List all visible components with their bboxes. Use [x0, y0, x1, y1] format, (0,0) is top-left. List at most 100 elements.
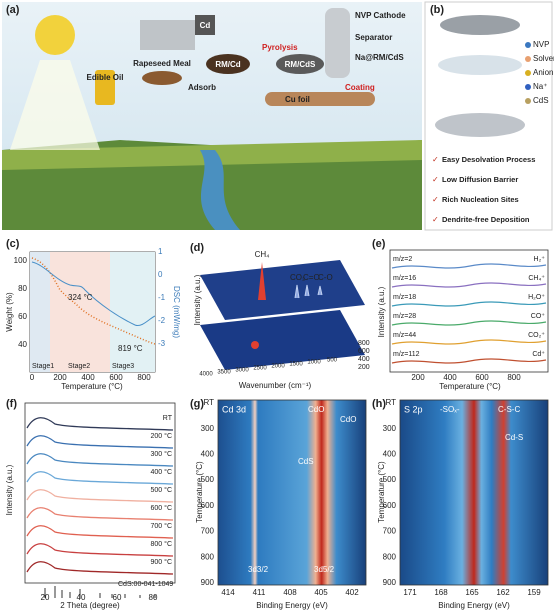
- legend-swatch: [525, 56, 531, 62]
- axis-label: Temperature (°C): [439, 382, 501, 391]
- tick-label: 200: [53, 373, 67, 382]
- hotspot: [251, 341, 259, 349]
- label: 3d5/2: [314, 565, 335, 574]
- check: ✓: [432, 215, 439, 224]
- plot-frame: [217, 399, 367, 586]
- reference-sticks: [44, 586, 156, 598]
- tick-label: 414: [221, 588, 235, 597]
- peak: [258, 262, 266, 300]
- tick-label: 80: [149, 593, 158, 602]
- curve-label: RT: [163, 415, 173, 422]
- curve-label: 600 °C: [151, 504, 172, 512]
- tick-label: 0: [158, 270, 163, 279]
- axis-label: Intensity (a.u.): [377, 286, 386, 337]
- curve-label: 200 °C: [151, 432, 172, 440]
- xrd-curve: [26, 525, 174, 539]
- tick-label: -3: [158, 339, 166, 348]
- tick-label: 300: [201, 424, 215, 433]
- panel-d: (d) CH₄ CO₂ C=O C-O Intensity (a.u.) Wav…: [190, 242, 365, 390]
- tick-label: RT: [385, 398, 396, 407]
- panel-label: (b): [430, 4, 444, 16]
- legend-label: CdS: [533, 96, 549, 105]
- feature: Rich Nucleation Sites: [442, 195, 519, 204]
- panel-label: (d): [190, 242, 204, 254]
- label: RM/Cd: [215, 60, 240, 69]
- signal-label: m/z=44: [393, 332, 416, 339]
- legend-swatch: [525, 42, 531, 48]
- cell-roll: [325, 8, 350, 78]
- label: Coating: [345, 83, 375, 92]
- label: CdS: [298, 457, 314, 466]
- cd-box: [195, 15, 215, 35]
- legend-label: Na⁺: [533, 82, 547, 91]
- tick-label: 400: [201, 450, 215, 459]
- tick-label: 200: [358, 364, 370, 371]
- tick-label: 1000: [307, 360, 321, 366]
- curve-label: 800 °C: [151, 540, 172, 548]
- axis-label: Weight (%): [5, 292, 14, 332]
- panel-label: (f): [6, 398, 17, 410]
- meal-pile: [142, 71, 182, 85]
- signal-label: m/z=28: [393, 313, 416, 320]
- tick-label: 400: [81, 373, 95, 382]
- tick-label: 159: [527, 588, 541, 597]
- tick-label: 402: [345, 588, 359, 597]
- tick-label: 40: [18, 340, 27, 349]
- legend-swatch: [525, 84, 531, 90]
- label: C-O: [318, 273, 333, 282]
- axis-label: Binding Energy (eV): [438, 601, 510, 610]
- signal-label: m/z=16: [393, 275, 416, 282]
- tick-label: 168: [434, 588, 448, 597]
- signal-label: H₂⁺: [534, 256, 546, 263]
- signal-label: CH₄⁺: [528, 275, 545, 282]
- annotation: Stage3: [112, 363, 134, 370]
- label: CH₄: [255, 250, 270, 259]
- oil-bottle: [95, 70, 115, 105]
- feature: Dendrite-free Deposition: [442, 215, 530, 224]
- tick-label: 700: [383, 527, 397, 536]
- tick-label: 165: [465, 588, 479, 597]
- tick-label: 600: [383, 501, 397, 510]
- river: [200, 150, 240, 230]
- panel-f: (f) Intensity (a.u.) 2 Theta (degree) Cd…: [5, 398, 176, 610]
- tick-label: 800: [137, 373, 151, 382]
- stage-band: [50, 252, 110, 372]
- dsc-curve: [31, 261, 156, 327]
- signal-curve: [391, 339, 547, 345]
- label: CO₂: [290, 273, 305, 282]
- surface: [200, 310, 365, 370]
- heatmap: [400, 400, 548, 585]
- panel-label: (e): [372, 238, 386, 250]
- tick-label: 4000: [199, 372, 213, 378]
- annotation: 324 °C: [68, 293, 93, 302]
- tick-label: 40: [77, 593, 86, 602]
- tick-label: 300: [383, 424, 397, 433]
- separator: [438, 55, 522, 75]
- tick-label: 405: [314, 588, 328, 597]
- tick-label: 600: [475, 373, 489, 382]
- xrd-curve: [26, 435, 174, 449]
- tick-label: 400: [443, 373, 457, 382]
- rmcds-tag: [276, 54, 324, 74]
- tick-label: 600: [201, 501, 215, 510]
- panel-e: (e) Intensity (a.u.) Temperature (°C) m/…: [372, 238, 549, 391]
- plot-frame: [389, 249, 549, 373]
- curve-label: 300 °C: [151, 450, 172, 458]
- tick-label: RT: [203, 398, 214, 407]
- legend-swatch: [525, 70, 531, 76]
- panel-h: (h) S 2p -SOₓ- C-S-C Cd-S Temperature (°…: [372, 398, 549, 610]
- axis-label: Intensity (a.u.): [5, 464, 14, 515]
- label: C=O: [303, 273, 320, 282]
- tick-label: 500: [201, 475, 215, 484]
- tick-label: 2500: [253, 366, 267, 372]
- curve-label: 900 °C: [151, 558, 172, 566]
- tick-label: 900: [201, 578, 215, 587]
- annotation: Stage1: [32, 363, 54, 370]
- label: Adsorb: [188, 83, 216, 92]
- light-cone: [10, 60, 100, 150]
- tick-label: 500: [383, 475, 397, 484]
- signal-curve: [391, 358, 547, 364]
- annotation: Stage2: [68, 363, 90, 370]
- curve-label: 400 °C: [151, 468, 172, 476]
- panel-a: (a) Edible Oil Rapeseed Meal Cd Adsorb R…: [2, 2, 422, 230]
